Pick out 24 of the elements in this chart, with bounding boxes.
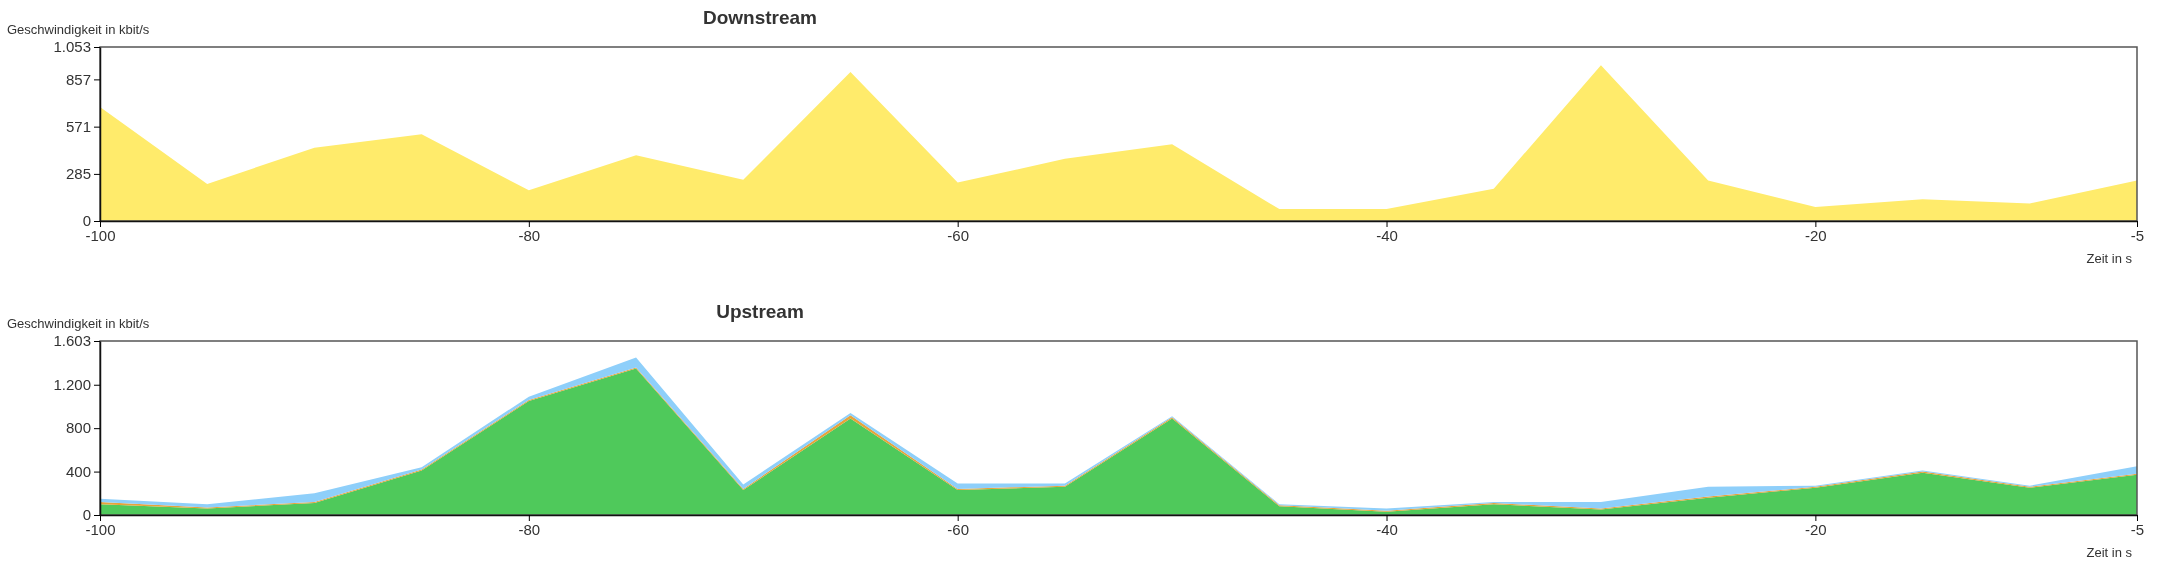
x-tick-label: -60 [947,520,970,538]
y-axis-title: Geschwindigkeit in kbit/s [7,22,150,37]
y-tick-label: 800 [65,419,91,437]
y-tick-label: 857 [65,70,91,88]
x-tick-label: -5 [2130,520,2145,538]
chart-title: Downstream [702,7,818,28]
y-tick-label: 285 [65,165,91,183]
x-tick-label: -20 [1805,520,1827,538]
x-tick-label: -40 [1376,226,1398,244]
y-axis-title: Geschwindigkeit in kbit/s [7,316,150,331]
y-tick-label: 571 [65,117,91,135]
x-tick-label: -80 [518,520,541,538]
y-tick-label: 1.053 [53,38,91,56]
chart-title: Upstream [716,301,804,322]
y-tick-label: 1.603 [53,332,91,350]
y-tick-label: 1.200 [53,376,91,394]
y-tick-label: 400 [65,462,91,480]
x-tick-label: -20 [1805,226,1827,244]
x-tick-label: -40 [1376,520,1398,538]
x-tick-label: -5 [2130,226,2145,244]
x-tick-label: -60 [947,226,970,244]
x-axis-title: Zeit in s [2086,545,2133,560]
x-tick-label: -80 [518,226,541,244]
x-axis-title: Zeit in s [2086,251,2133,266]
